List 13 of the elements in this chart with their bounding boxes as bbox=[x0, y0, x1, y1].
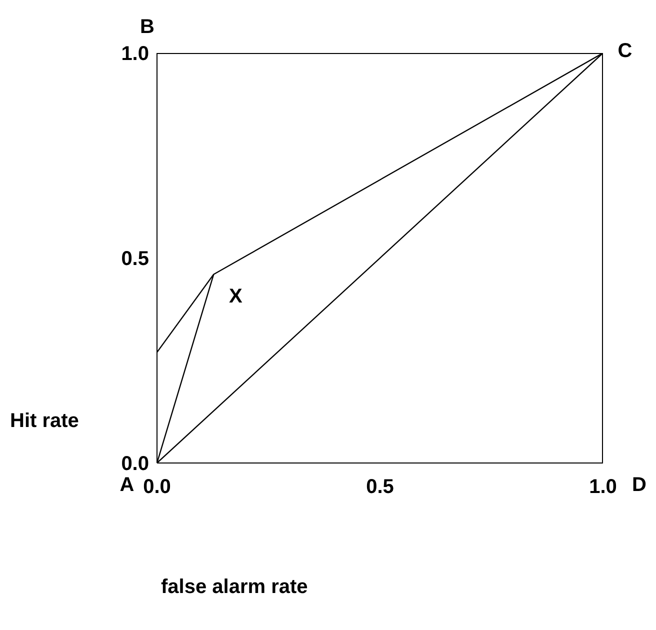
x-tick-label: 0.5 bbox=[366, 476, 394, 498]
annotation: C bbox=[618, 40, 632, 62]
text: B bbox=[140, 16, 154, 38]
annotation: X bbox=[228, 285, 243, 308]
text: D bbox=[632, 474, 646, 496]
y-axis-title: Hit rate bbox=[10, 410, 79, 433]
annotation: A bbox=[120, 474, 134, 496]
x-tick-label: 1.0 bbox=[589, 476, 617, 498]
x-axis-title: false alarm rate bbox=[161, 576, 308, 599]
x-tick-label: 0.0 bbox=[143, 476, 171, 498]
y-tick-label: 1.0 bbox=[121, 43, 149, 66]
y-tick-label: 0.0 bbox=[121, 453, 149, 476]
y-tick-label: 0.5 bbox=[121, 248, 149, 270]
